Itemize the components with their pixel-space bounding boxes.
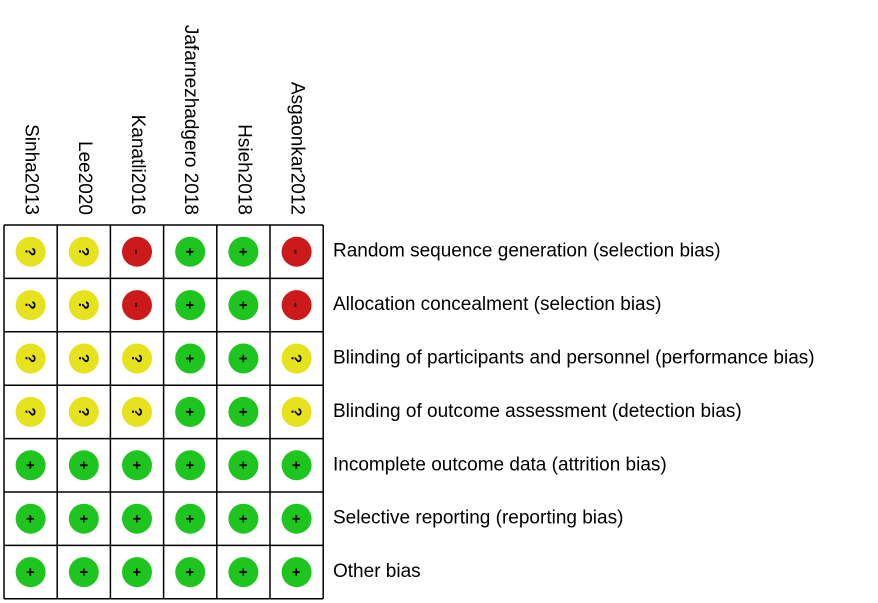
judgment-symbol: + (181, 301, 198, 310)
domain-label: Random sequence generation (selection bi… (333, 241, 721, 262)
judgment-symbol: + (75, 461, 92, 470)
judgment-dot (15, 290, 46, 321)
judgment-dot (175, 236, 206, 267)
judgment-dot (175, 557, 206, 588)
judgment-dot (15, 343, 46, 374)
judgment-symbol: + (181, 461, 198, 470)
judgment-dot (15, 236, 46, 267)
judgment-dot (228, 396, 259, 427)
judgment-symbol: + (288, 461, 305, 470)
judgment-dot (68, 290, 99, 321)
judgment-dot (122, 450, 152, 481)
judgment-symbol: + (128, 568, 145, 577)
judgment-symbol: + (234, 247, 251, 256)
judgment-dot (281, 503, 312, 534)
judgment-symbol: - (288, 303, 305, 308)
judgment-symbol: ? (288, 354, 305, 363)
judgment-symbol: - (288, 249, 305, 254)
judgment-dot (122, 503, 152, 534)
judgment-symbol: - (128, 303, 145, 308)
judgment-dot (68, 343, 99, 374)
judgment-dot (68, 557, 99, 588)
judgment-symbol: + (22, 568, 39, 577)
judgment-symbol: + (181, 247, 198, 256)
judgment-symbol: + (128, 461, 145, 470)
study-label: Kanatli2016 (127, 115, 148, 215)
judgment-symbol: ? (22, 247, 39, 256)
judgment-symbol: ? (75, 301, 92, 310)
judgment-symbol: + (234, 408, 251, 417)
judgment-symbol: + (288, 568, 305, 577)
judgment-symbol: ? (128, 354, 145, 363)
judgment-dot (175, 290, 206, 321)
judgment-symbol: + (288, 514, 305, 523)
judgment-dot (175, 450, 206, 481)
judgment-dot (281, 557, 312, 588)
judgment-symbol: + (234, 568, 251, 577)
judgment-symbol: + (181, 568, 198, 577)
judgment-dot (228, 290, 259, 321)
domain-label: Allocation concealment (selection bias) (333, 294, 661, 315)
judgment-symbol: + (181, 408, 198, 417)
judgment-dot (122, 236, 152, 267)
judgment-dot (281, 450, 312, 481)
study-label: Asgaonkar2012 (287, 82, 308, 215)
judgment-symbol: ? (288, 407, 305, 416)
judgment-dot (228, 503, 259, 534)
judgment-dot (15, 557, 46, 588)
judgment-symbol: + (181, 354, 198, 363)
judgment-symbol: ? (22, 407, 39, 416)
judgment-symbol: ? (75, 407, 92, 416)
judgment-dot (68, 396, 99, 427)
judgment-dot (281, 396, 312, 427)
judgment-symbol: + (128, 514, 145, 523)
judgment-symbol: + (22, 514, 39, 523)
study-label: Jafarnezhadgero 2018 (180, 25, 201, 215)
judgment-symbol: ? (75, 247, 92, 256)
judgment-symbol: - (128, 249, 145, 254)
judgment-symbol: ? (22, 354, 39, 363)
judgment-dot (228, 236, 259, 267)
judgment-symbol: + (234, 461, 251, 470)
judgment-dot (281, 343, 312, 374)
judgment-symbol: + (22, 461, 39, 470)
judgment-dot (228, 557, 259, 588)
judgment-dot (175, 396, 206, 427)
judgment-dot (228, 450, 259, 481)
judgment-symbol: + (234, 514, 251, 523)
domain-label: Selective reporting (reporting bias) (333, 508, 623, 529)
judgment-dot (122, 290, 152, 321)
judgment-symbol: + (75, 514, 92, 523)
judgment-symbol: ? (128, 407, 145, 416)
judgment-dot (15, 503, 46, 534)
domain-label: Other bias (333, 561, 421, 582)
judgment-dot (122, 343, 152, 374)
judgment-dot (68, 503, 99, 534)
domain-label: Blinding of outcome assessment (detectio… (333, 401, 742, 422)
judgment-dot (15, 450, 46, 481)
judgment-dot (122, 557, 152, 588)
judgment-symbol: + (75, 568, 92, 577)
domain-label: Incomplete outcome data (attrition bias) (333, 454, 667, 475)
judgment-dot (281, 236, 312, 267)
judgment-dot (175, 503, 206, 534)
judgment-symbol: ? (22, 301, 39, 310)
study-label: Hsieh2018 (233, 124, 254, 215)
judgment-symbol: + (234, 301, 251, 310)
judgment-dot (68, 236, 99, 267)
judgment-symbol: + (234, 354, 251, 363)
judgment-symbol: + (181, 514, 198, 523)
judgment-dot (122, 396, 152, 427)
domain-label: Blinding of participants and personnel (… (333, 348, 815, 369)
judgment-symbol: ? (75, 354, 92, 363)
judgment-dot (15, 396, 46, 427)
study-label: Lee2020 (74, 141, 95, 215)
study-label: Sinha2013 (21, 124, 42, 215)
judgment-dot (68, 450, 99, 481)
judgment-dot (175, 343, 206, 374)
judgment-dot (228, 343, 259, 374)
judgment-dot (281, 290, 312, 321)
